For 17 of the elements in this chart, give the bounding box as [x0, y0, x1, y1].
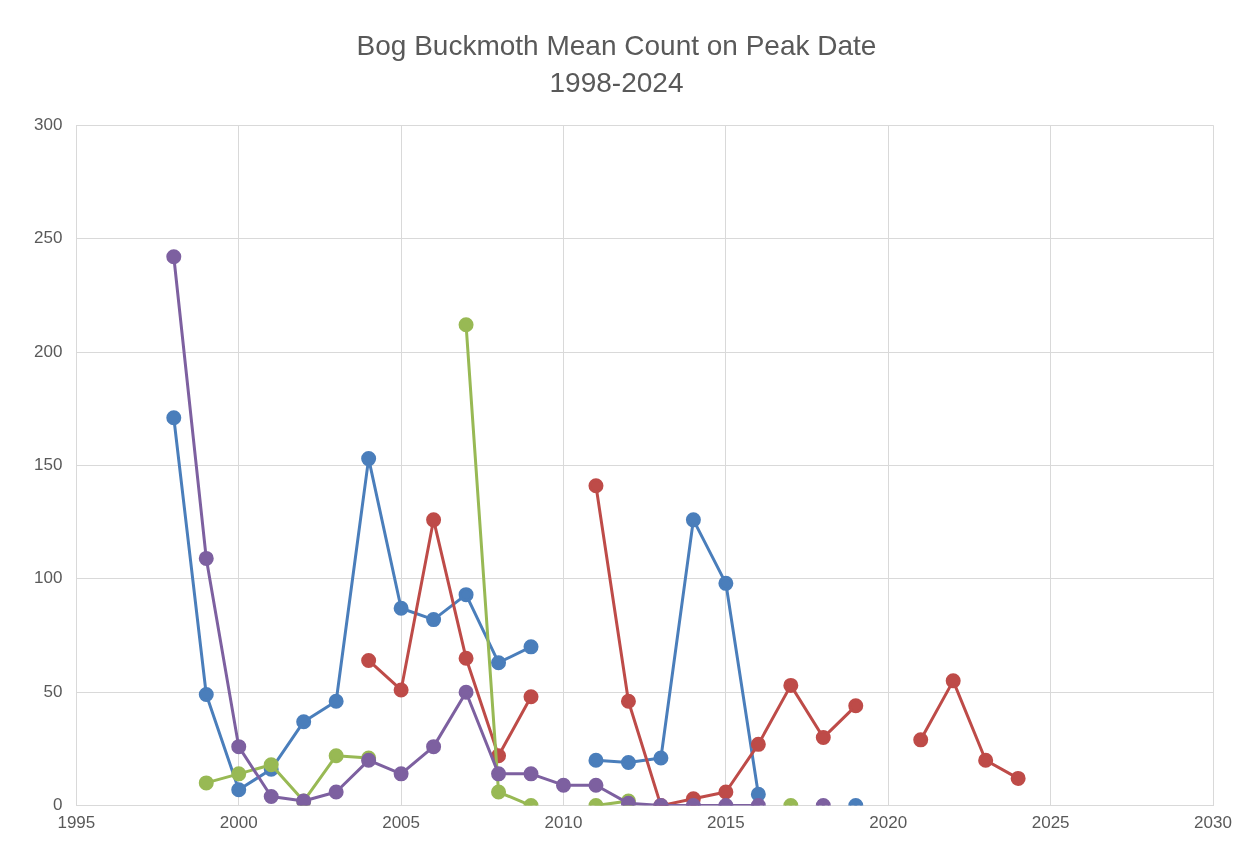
- y-tick-label: 250: [33, 228, 63, 248]
- x-tick-label: 2005: [382, 813, 421, 833]
- y-tick-label: 100: [33, 568, 63, 588]
- y-tick-label: 300: [33, 114, 63, 134]
- x-tick-label: 2010: [544, 813, 583, 833]
- x-tick-label: 2015: [706, 813, 745, 833]
- y-tick-label: 0: [52, 795, 63, 815]
- y-tick-label: 200: [33, 341, 63, 361]
- chart-title: Bog Buckmoth Mean Count on Peak Date: [356, 29, 877, 61]
- x-tick-label: 1995: [57, 813, 96, 833]
- x-tick-label: 2025: [1031, 813, 1070, 833]
- y-tick-label: 50: [43, 681, 63, 701]
- chart-subtitle: 1998-2024: [549, 67, 684, 99]
- x-tick-label: 2000: [219, 813, 258, 833]
- y-tick-label: 150: [33, 455, 63, 475]
- x-tick-label: 2030: [1194, 813, 1232, 833]
- x-tick-label: 2020: [869, 813, 908, 833]
